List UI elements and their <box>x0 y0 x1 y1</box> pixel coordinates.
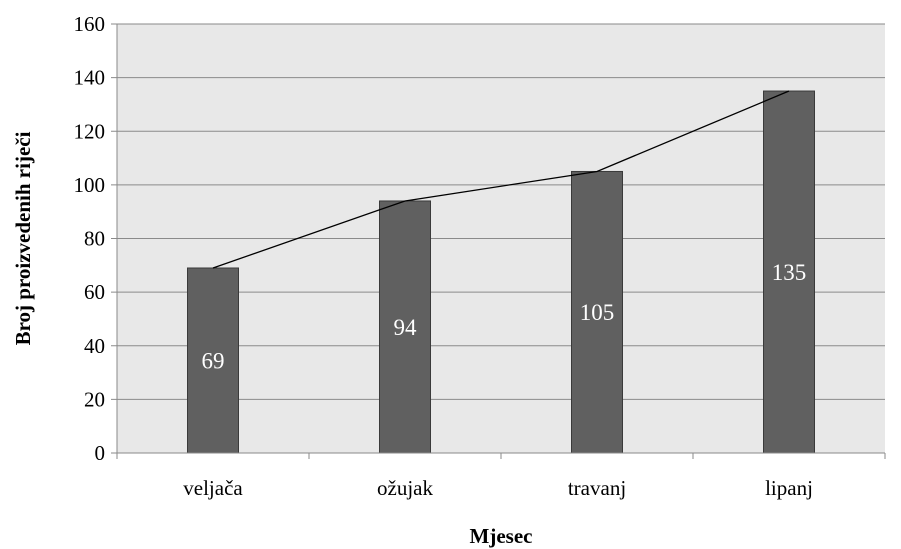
x-axis-title: Mjesec <box>470 524 533 548</box>
data-labels: 69 94 105 135 <box>202 260 807 373</box>
y-tick-label: 140 <box>74 66 106 90</box>
y-tick-labels: 0 20 40 60 80 100 120 140 160 <box>74 12 106 465</box>
trend-line <box>212 90 790 269</box>
data-label: 69 <box>202 348 225 373</box>
y-tick-label: 20 <box>84 387 105 411</box>
x-tick-label: travanj <box>568 476 626 500</box>
gridlines <box>117 23 885 400</box>
x-tick-label: ožujak <box>377 476 433 500</box>
y-tick-label: 100 <box>74 173 106 197</box>
x-tick-labels: veljača ožujak travanj lipanj <box>183 476 813 500</box>
data-label: 94 <box>394 315 418 340</box>
data-label: 135 <box>772 260 807 285</box>
bar-3 <box>763 90 815 454</box>
y-tick-label: 60 <box>84 280 105 304</box>
y-tick-label: 40 <box>84 334 105 358</box>
trend-line-group <box>212 90 790 269</box>
y-tick-label: 160 <box>74 12 106 36</box>
y-tick-label: 120 <box>74 119 106 143</box>
y-tick-label: 80 <box>84 227 105 251</box>
axes <box>111 23 886 459</box>
bar-1 <box>379 200 431 454</box>
y-tick-label: 0 <box>95 441 106 465</box>
data-label: 105 <box>580 300 615 325</box>
bars <box>187 90 815 454</box>
bar-2 <box>571 170 623 454</box>
x-tick-label: veljača <box>183 476 243 500</box>
y-axis-title: Broj proizvedenih riječi <box>11 131 35 345</box>
bar-0 <box>187 267 239 454</box>
x-tick-label: lipanj <box>765 476 813 500</box>
